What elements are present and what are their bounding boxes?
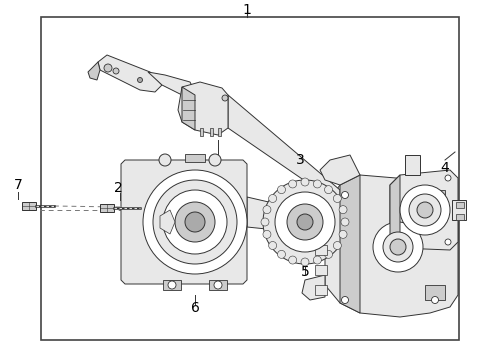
Circle shape — [185, 212, 205, 232]
Bar — [200, 128, 203, 136]
Polygon shape — [160, 210, 175, 234]
Text: 7: 7 — [13, 178, 23, 192]
Bar — [420, 190, 445, 205]
Circle shape — [263, 180, 347, 264]
Bar — [163, 280, 181, 290]
Polygon shape — [148, 72, 195, 95]
Polygon shape — [405, 155, 420, 175]
Circle shape — [269, 194, 276, 203]
Bar — [425, 285, 445, 300]
Text: 1: 1 — [242, 3, 252, 17]
Polygon shape — [325, 175, 458, 317]
Circle shape — [288, 256, 297, 264]
Polygon shape — [98, 55, 162, 92]
Polygon shape — [247, 197, 325, 235]
Circle shape — [159, 154, 171, 166]
Bar — [22, 202, 36, 210]
Bar — [209, 280, 227, 290]
Circle shape — [104, 64, 112, 72]
Polygon shape — [182, 87, 195, 130]
Bar — [185, 154, 205, 162]
Circle shape — [269, 242, 276, 250]
Circle shape — [143, 170, 247, 274]
Circle shape — [400, 185, 450, 235]
Circle shape — [301, 258, 309, 266]
Circle shape — [214, 281, 222, 289]
Circle shape — [313, 256, 322, 264]
Circle shape — [263, 205, 271, 214]
Circle shape — [324, 250, 333, 258]
Circle shape — [334, 242, 341, 250]
Circle shape — [432, 197, 439, 203]
Circle shape — [153, 180, 237, 264]
Circle shape — [277, 186, 286, 194]
Text: 4: 4 — [441, 161, 449, 175]
Circle shape — [301, 178, 309, 186]
Bar — [210, 128, 213, 136]
Circle shape — [288, 180, 297, 188]
Text: 3: 3 — [296, 153, 304, 167]
Bar — [41, 17, 459, 340]
Bar — [315, 285, 327, 295]
Circle shape — [287, 204, 323, 240]
Text: 2: 2 — [114, 181, 122, 195]
Circle shape — [113, 68, 119, 74]
Text: 5: 5 — [300, 265, 310, 279]
Circle shape — [432, 296, 439, 304]
Circle shape — [175, 202, 215, 242]
Polygon shape — [340, 175, 360, 313]
Circle shape — [417, 202, 433, 218]
Circle shape — [222, 95, 228, 101]
Circle shape — [339, 205, 347, 214]
Polygon shape — [178, 82, 228, 135]
Polygon shape — [88, 62, 100, 80]
Circle shape — [339, 230, 347, 238]
Bar — [218, 128, 221, 136]
Bar — [100, 204, 114, 212]
Circle shape — [277, 250, 286, 258]
Circle shape — [163, 190, 227, 254]
Circle shape — [324, 186, 333, 194]
Circle shape — [275, 192, 335, 252]
Circle shape — [341, 192, 348, 198]
Bar — [456, 202, 464, 208]
Polygon shape — [320, 155, 360, 185]
Circle shape — [445, 175, 451, 181]
Bar — [456, 214, 464, 220]
Circle shape — [137, 77, 143, 82]
Bar — [315, 265, 327, 275]
Bar — [315, 225, 327, 235]
Polygon shape — [228, 95, 340, 205]
Circle shape — [383, 232, 413, 262]
Circle shape — [373, 222, 423, 272]
Text: 6: 6 — [191, 301, 199, 315]
Circle shape — [445, 239, 451, 245]
Circle shape — [390, 239, 406, 255]
Circle shape — [168, 281, 176, 289]
Circle shape — [261, 218, 269, 226]
Circle shape — [341, 218, 349, 226]
Circle shape — [313, 180, 322, 188]
Circle shape — [209, 154, 221, 166]
Bar — [315, 245, 327, 255]
Polygon shape — [390, 175, 400, 248]
Polygon shape — [390, 170, 458, 250]
Polygon shape — [302, 275, 325, 300]
Polygon shape — [121, 160, 247, 284]
Circle shape — [341, 296, 348, 304]
Circle shape — [297, 214, 313, 230]
Circle shape — [263, 230, 271, 238]
Bar — [452, 200, 466, 220]
Circle shape — [334, 194, 341, 203]
Circle shape — [409, 194, 441, 226]
